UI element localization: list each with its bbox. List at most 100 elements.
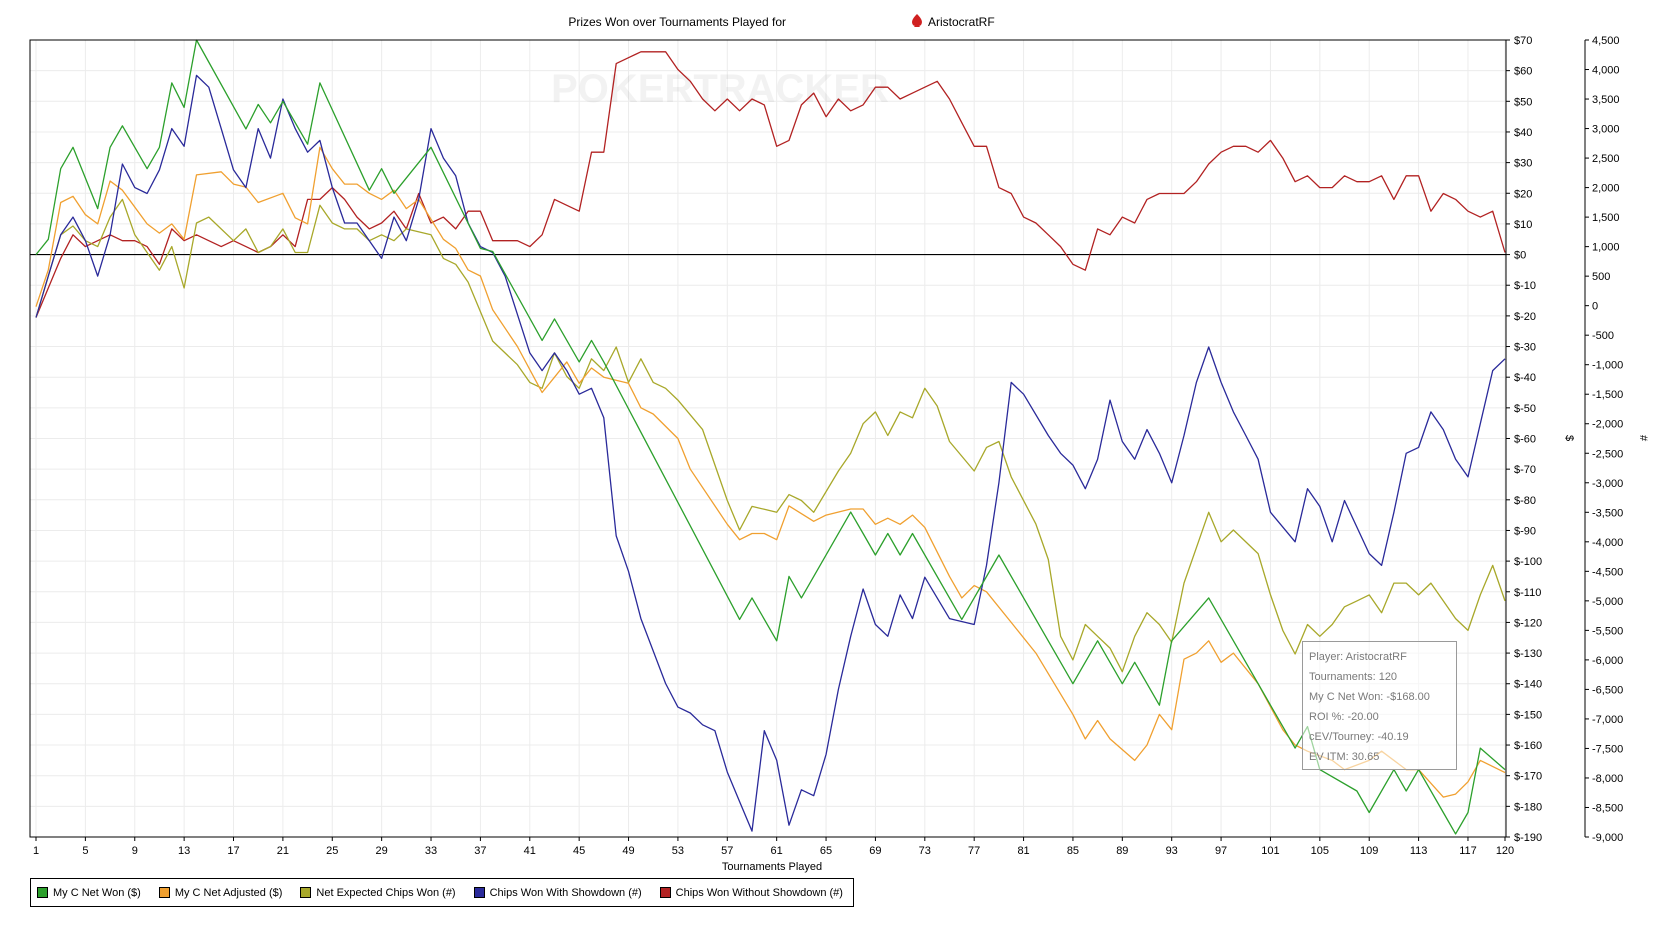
x-axis-tick-label: 89 bbox=[1116, 845, 1128, 857]
left-axis-tick-label: $10 bbox=[1514, 219, 1532, 231]
right-axis-tick-label: 4,500 bbox=[1592, 35, 1620, 47]
x-axis-tick-label: 53 bbox=[672, 845, 684, 857]
legend-label: My C Net Won ($) bbox=[53, 886, 141, 899]
series-line-my-c-net-adjusted bbox=[35, 146, 1506, 798]
left-axis-tick-label: $-10 bbox=[1514, 280, 1536, 292]
right-axis-tick-label: -9,000 bbox=[1592, 832, 1623, 844]
left-axis-tick-label: $-100 bbox=[1514, 556, 1542, 568]
x-axis-tick-label: 29 bbox=[376, 845, 388, 857]
x-axis-tick-label: 69 bbox=[869, 845, 881, 857]
x-axis-tick-label: 13 bbox=[178, 845, 190, 857]
legend-label: Chips Won Without Showdown (#) bbox=[675, 886, 843, 899]
left-axis-tick-label: $0 bbox=[1514, 250, 1526, 262]
right-axis-tick-label: -3,000 bbox=[1592, 478, 1623, 490]
right-axis-tick-label: 3,500 bbox=[1592, 94, 1620, 106]
x-axis-tick-label: 85 bbox=[1067, 845, 1079, 857]
x-axis-tick-label: 120 bbox=[1496, 845, 1514, 857]
x-axis-tick-label: 101 bbox=[1261, 845, 1279, 857]
right-axis-label: # bbox=[1637, 435, 1649, 442]
x-axis-tick-label: 21 bbox=[277, 845, 289, 857]
spade-icon bbox=[912, 14, 922, 27]
legend-item-net-expected-chips[interactable]: Net Expected Chips Won (#) bbox=[300, 887, 456, 899]
left-axis-tick-label: $-150 bbox=[1514, 709, 1542, 721]
left-axis-tick-label: $-180 bbox=[1514, 801, 1542, 813]
x-axis-tick-label: 105 bbox=[1311, 845, 1329, 857]
x-axis-tick-label: 73 bbox=[919, 845, 931, 857]
right-axis-tick-label: -1,000 bbox=[1592, 360, 1623, 372]
left-axis-tick-label: $20 bbox=[1514, 188, 1532, 200]
legend-swatch bbox=[37, 887, 48, 898]
tooltip-net-won: My C Net Won: -$168.00 bbox=[1309, 691, 1430, 703]
left-axis-tick-label: $-60 bbox=[1514, 434, 1536, 446]
tooltip-ev-itm: EV ITM: 30.65 bbox=[1309, 751, 1380, 763]
left-axis-tick-label: $-120 bbox=[1514, 617, 1542, 629]
x-axis-tick-label: 93 bbox=[1166, 845, 1178, 857]
left-axis-tick-label: $-160 bbox=[1514, 740, 1542, 752]
x-axis-tick-label: 117 bbox=[1459, 845, 1477, 857]
left-axis-tick-label: $50 bbox=[1514, 96, 1532, 108]
right-axis-tick-label: 2,500 bbox=[1592, 153, 1620, 165]
right-axis-tick-label: -8,000 bbox=[1592, 773, 1623, 785]
left-axis-tick-label: $-80 bbox=[1514, 495, 1536, 507]
left-axis-tick-label: $40 bbox=[1514, 127, 1532, 139]
chart-legend: My C Net Won ($) My C Net Adjusted ($) N… bbox=[30, 878, 854, 907]
right-axis-tick-label: -5,500 bbox=[1592, 625, 1623, 637]
legend-item-chips-without-showdown[interactable]: Chips Won Without Showdown (#) bbox=[659, 886, 843, 899]
series-line-chips-won-without-showdown bbox=[35, 51, 1506, 318]
series-line-chips-won-with-showdown bbox=[35, 74, 1506, 832]
legend-item-chips-with-showdown[interactable]: Chips Won With Showdown (#) bbox=[473, 887, 642, 899]
x-axis-tick-label: 49 bbox=[622, 845, 634, 857]
left-axis-tick-label: $-170 bbox=[1514, 771, 1542, 783]
right-axis-tick-label: -2,500 bbox=[1592, 448, 1623, 460]
x-axis-label: Tournaments Played bbox=[722, 861, 822, 873]
right-axis-tick-label: -7,000 bbox=[1592, 714, 1623, 726]
legend-swatch bbox=[158, 887, 170, 898]
right-axis-tick-label: -4,500 bbox=[1592, 566, 1623, 578]
right-axis-tick-label: 4,000 bbox=[1592, 65, 1620, 77]
right-axis-tick-label: -500 bbox=[1592, 330, 1614, 342]
legend-item-my-c-net-won[interactable]: My C Net Won ($) bbox=[37, 887, 141, 899]
right-axis-tick-label: 1,000 bbox=[1592, 242, 1620, 254]
left-axis-tick-label: $30 bbox=[1514, 158, 1532, 170]
legend-label: My C Net Adjusted ($) bbox=[174, 886, 283, 899]
left-axis-tick-label: $-130 bbox=[1514, 648, 1542, 660]
left-axis-tick-label: $-20 bbox=[1514, 311, 1536, 323]
left-axis-tick-label: $-190 bbox=[1514, 832, 1542, 844]
tooltip-cev: cEV/Tourney: -40.19 bbox=[1309, 731, 1409, 743]
series-line-net-expected-chips-won bbox=[35, 198, 1506, 673]
left-axis-label: $ bbox=[1563, 435, 1575, 441]
right-axis-tick-label: -6,500 bbox=[1592, 684, 1623, 696]
legend-swatch bbox=[300, 887, 312, 898]
x-axis-tick-label: 113 bbox=[1410, 845, 1428, 857]
right-axis-tick-label: -8,500 bbox=[1592, 802, 1623, 814]
x-axis-tick-label: 65 bbox=[820, 845, 832, 857]
x-axis-tick-label: 5 bbox=[82, 845, 88, 857]
right-axis-tick-label: 1,500 bbox=[1592, 212, 1620, 224]
right-axis-tick-label: 2,000 bbox=[1592, 183, 1620, 195]
axes: $70$60$50$40$30$20$10$0$-10$-20$-30$-40$… bbox=[33, 35, 1623, 857]
x-axis-tick-label: 33 bbox=[425, 845, 437, 857]
x-axis-tick-label: 45 bbox=[573, 845, 585, 857]
left-axis-tick-label: $-110 bbox=[1514, 587, 1541, 599]
left-axis-tick-label: $-70 bbox=[1514, 464, 1536, 476]
right-axis-tick-label: -1,500 bbox=[1592, 389, 1623, 401]
legend-swatch bbox=[473, 887, 485, 898]
x-axis-tick-label: 1 bbox=[33, 845, 39, 857]
left-axis-tick-label: $-40 bbox=[1514, 372, 1536, 384]
right-axis-tick-label: -7,500 bbox=[1592, 743, 1623, 755]
left-axis-tick-label: $-50 bbox=[1514, 403, 1536, 415]
x-axis-tick-label: 97 bbox=[1215, 845, 1227, 857]
x-axis-tick-label: 25 bbox=[326, 845, 338, 857]
legend-item-my-c-net-adjusted[interactable]: My C Net Adjusted ($) bbox=[158, 886, 283, 899]
tooltip-roi: ROI %: -20.00 bbox=[1309, 711, 1379, 723]
right-axis-tick-label: 0 bbox=[1592, 301, 1598, 313]
right-axis-tick-label: -4,000 bbox=[1592, 537, 1623, 549]
chart-title: Prizes Won over Tournaments Played for bbox=[568, 15, 786, 29]
right-axis-tick-label: 500 bbox=[1592, 271, 1610, 283]
x-axis-tick-label: 9 bbox=[132, 845, 138, 857]
tooltip-player: Player: AristocratRF bbox=[1309, 651, 1407, 663]
x-axis-tick-label: 41 bbox=[524, 845, 536, 857]
grid bbox=[30, 39, 1506, 838]
x-axis-tick-label: 57 bbox=[721, 845, 733, 857]
